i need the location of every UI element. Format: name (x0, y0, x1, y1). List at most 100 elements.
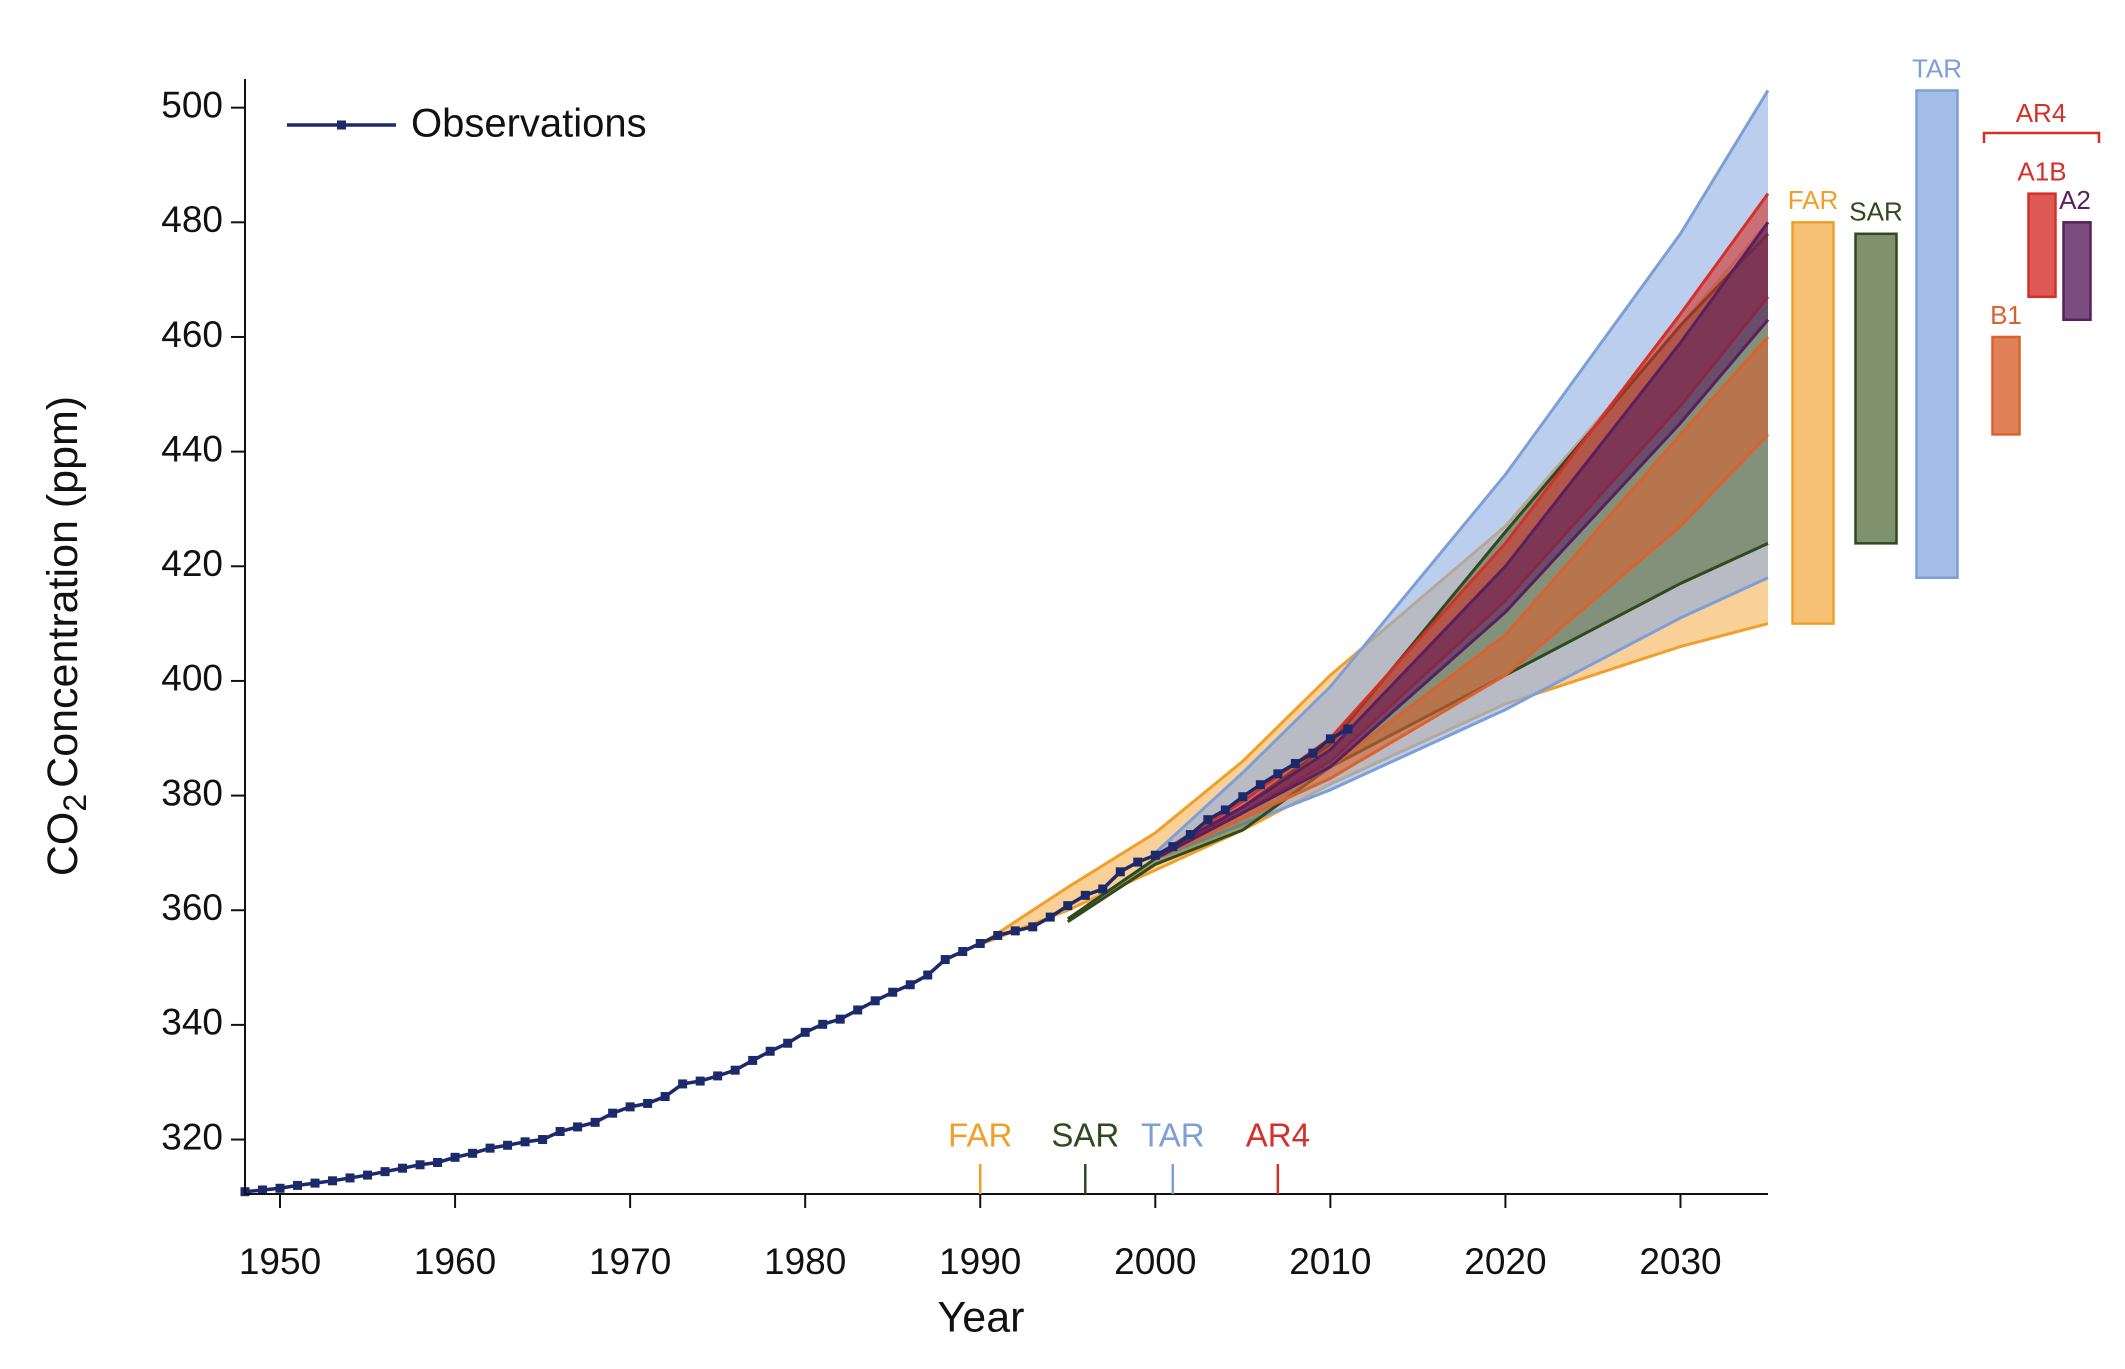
observation-marker (1220, 805, 1230, 815)
observation-marker (363, 1170, 373, 1180)
x-tick-label: 2020 (1464, 1241, 1546, 1282)
legend-marker (337, 120, 346, 130)
ar4-group-label: AR4 (2016, 98, 2067, 128)
range-bar-label: SAR (1849, 197, 1902, 227)
band-upper-edge (1154, 221, 1770, 858)
observation-marker (1098, 884, 1108, 894)
observation-marker (748, 1055, 758, 1065)
x-tick-label: 2030 (1639, 1241, 1721, 1282)
x-tick-label: 1960 (414, 1241, 496, 1282)
range-bar-label: B1 (1990, 300, 2022, 330)
observation-marker (958, 947, 968, 957)
observation-marker (1290, 758, 1300, 768)
observation-marker (538, 1135, 548, 1145)
observation-marker (1168, 842, 1178, 852)
observation-marker (573, 1122, 583, 1132)
observation-marker (643, 1098, 653, 1108)
observation-marker (1063, 901, 1073, 911)
observation-marker (940, 955, 950, 965)
y-axis-title: CO2 Concentration (ppm) (39, 396, 93, 876)
y-tick-label: 320 (161, 1116, 223, 1157)
range-bar (1854, 232, 1898, 545)
observation-marker (835, 1014, 845, 1024)
observation-marker (1255, 780, 1265, 790)
range-bar (1791, 221, 1835, 625)
x-tick-label: 1980 (764, 1241, 846, 1282)
y-tick-label: 460 (161, 314, 223, 355)
observation-marker (520, 1137, 530, 1147)
observation-marker (1308, 748, 1318, 758)
observation-marker (888, 987, 898, 997)
observation-marker (783, 1038, 793, 1048)
range-bar (1991, 335, 2021, 436)
y-tick-label: 440 (161, 428, 223, 469)
observation-marker (293, 1180, 303, 1190)
observation-marker (590, 1117, 600, 1127)
ar4-bracket (1982, 131, 2101, 143)
y-tick-label: 380 (161, 772, 223, 813)
observation-marker (678, 1079, 688, 1089)
observation-marker (1133, 857, 1143, 867)
observation-marker (1115, 867, 1125, 877)
observation-marker (870, 996, 880, 1006)
observation-marker (433, 1157, 443, 1167)
observation-marker (1273, 769, 1283, 779)
report-marker-label: TAR (1141, 1117, 1205, 1154)
range-bar-label: TAR (1912, 53, 1962, 83)
y-tick-label: 360 (161, 887, 223, 928)
observation-marker (713, 1071, 723, 1081)
range-bar (2027, 192, 2057, 299)
range-bar-label: A2 (2059, 185, 2091, 215)
observation-marker (608, 1108, 618, 1118)
x-tick-label: 1990 (939, 1241, 1021, 1282)
band-lower-edge (1154, 433, 1770, 861)
band-upper-edge (1154, 89, 1770, 855)
legend-label: Observations (411, 102, 647, 146)
observation-marker (503, 1140, 513, 1150)
y-tick-label: 340 (161, 1002, 223, 1043)
y-tick-label: 480 (161, 199, 223, 240)
range-band (1067, 233, 1768, 922)
observation-marker (275, 1183, 285, 1193)
observation-marker (818, 1019, 828, 1029)
range-bar-label: A1B (2017, 157, 2066, 187)
observation-marker (1080, 890, 1090, 900)
observation-marker (800, 1027, 810, 1037)
observation-marker (1185, 830, 1195, 840)
observation-marker (1028, 922, 1038, 932)
range-bar-label: FAR (1788, 185, 1839, 215)
band-lower-edge (1154, 318, 1770, 860)
observation-marker (853, 1005, 863, 1015)
observation-marker (905, 980, 915, 990)
observation-marker (660, 1092, 670, 1102)
observation-marker (258, 1185, 268, 1195)
y-tick-label: 500 (161, 84, 223, 125)
observation-marker (625, 1102, 635, 1112)
observation-marker (380, 1167, 390, 1177)
y-title-part: Concentration (ppm) (39, 396, 87, 788)
observation-marker (328, 1176, 338, 1186)
observation-marker (730, 1065, 740, 1075)
x-axis-title: Year (938, 1293, 1025, 1341)
x-tick-label: 2000 (1114, 1241, 1196, 1282)
observation-marker (1010, 926, 1020, 936)
y-title-part: CO (39, 812, 87, 877)
observation-marker (1203, 815, 1213, 825)
observation-marker (450, 1152, 460, 1162)
observation-marker (1325, 734, 1335, 744)
observation-marker (398, 1163, 408, 1173)
observation-marker (923, 970, 933, 980)
range-bar (1915, 89, 1959, 579)
observation-marker (1045, 912, 1055, 922)
observation-marker (485, 1143, 495, 1153)
observation-marker (975, 938, 985, 948)
y-tick-label: 400 (161, 658, 223, 699)
observation-marker (765, 1046, 775, 1056)
observation-marker (345, 1173, 355, 1183)
x-tick-label: 1950 (239, 1241, 321, 1282)
observation-marker (695, 1076, 705, 1086)
observation-marker (1238, 792, 1248, 802)
report-marker-label: FAR (948, 1117, 1012, 1154)
observation-marker (993, 930, 1003, 940)
